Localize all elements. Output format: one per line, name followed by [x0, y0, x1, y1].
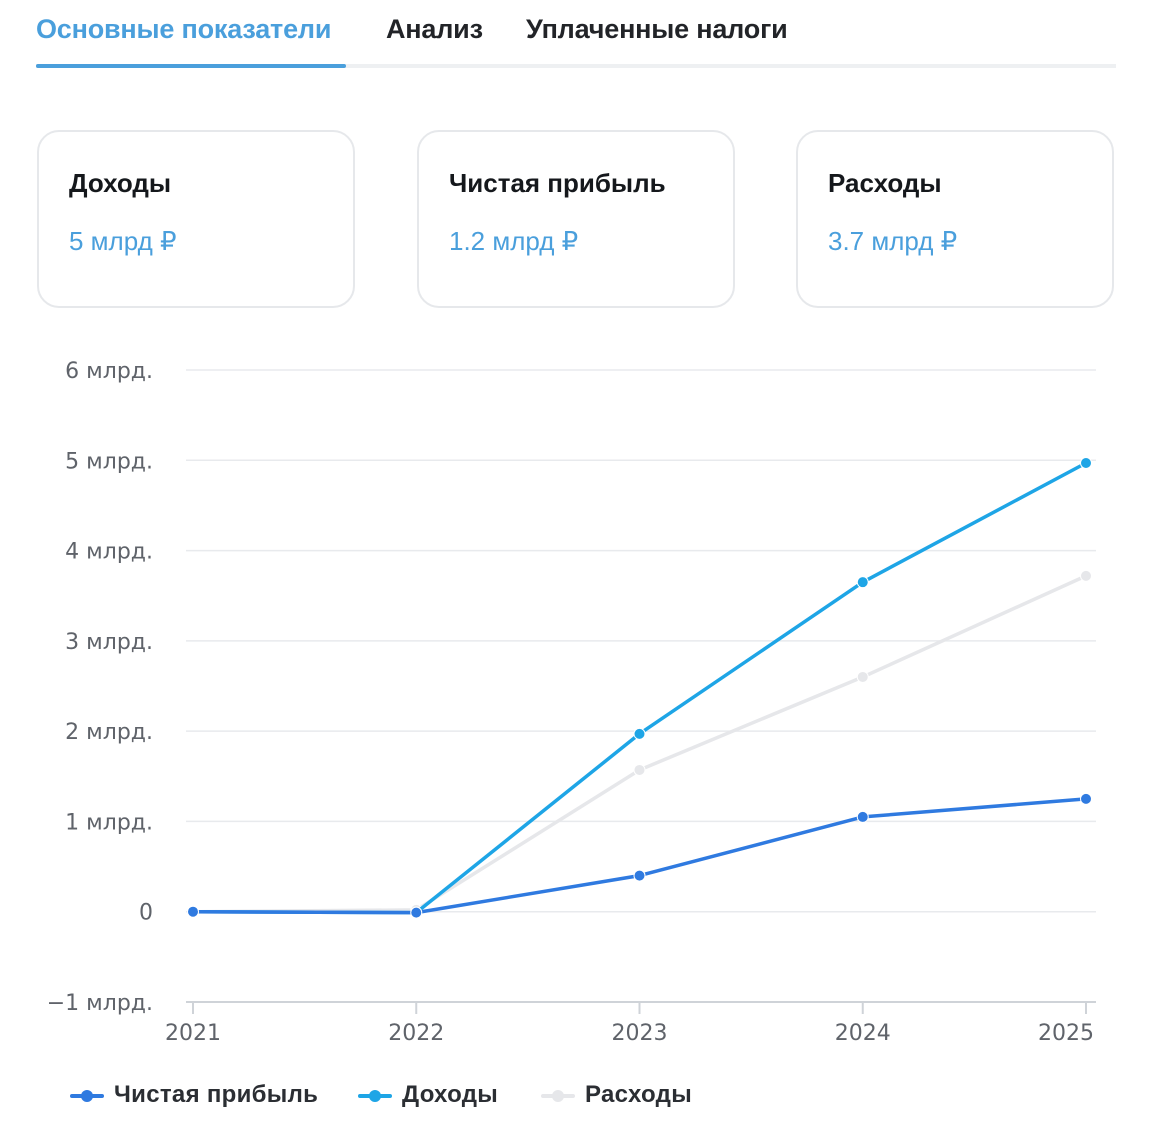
series-line-expenses [191, 574, 1088, 914]
income-card: Доходы 5 млрд ₽ [37, 130, 355, 308]
series-point-income-2 [633, 727, 646, 740]
series-point-net-profit-3 [856, 810, 869, 823]
series-line-income [191, 461, 1088, 915]
legend-dot-net-profit [81, 1090, 93, 1102]
y-tick-label-3: 3 млрд. [65, 630, 153, 655]
series-point-expenses-3 [856, 670, 869, 683]
x-tick-label-3: 2024 [835, 1021, 891, 1046]
net-profit-card-value: 1.2 млрд ₽ [449, 226, 579, 256]
y-tick-label-1: 5 млрд. [65, 449, 153, 474]
series-point-net-profit-1 [410, 906, 423, 919]
net-profit-card: Чистая прибыль 1.2 млрд ₽ [417, 130, 735, 308]
y-tick-label-0: 6 млрд. [65, 359, 153, 384]
x-tick-label-1: 2022 [388, 1021, 444, 1046]
expenses-card-value: 3.7 млрд ₽ [828, 226, 958, 256]
x-tick-label-2: 2023 [612, 1021, 668, 1046]
chart-series [187, 456, 1092, 919]
x-axis-ticks: 2021 2022 2023 2024 2025 [165, 1002, 1094, 1046]
series-point-income-4 [1080, 456, 1092, 469]
financial-line-chart: 6 млрд. 5 млрд. 4 млрд. 3 млрд. 2 млрд. 1 млр… [47, 359, 1096, 1046]
x-tick-label-0: 2021 [165, 1021, 221, 1046]
series-point-expenses-2 [633, 763, 646, 776]
legend-label-net-profit: Чистая прибыль [114, 1081, 319, 1108]
legend-label-income: Доходы [402, 1081, 499, 1108]
y-tick-label-4: 2 млрд. [65, 720, 153, 745]
y-tick-label-5: 1 млрд. [65, 810, 153, 835]
tab-bar: Основные показатели Анализ Уплаченные на… [36, 0, 1116, 68]
tab-main-indicators[interactable]: Основные показатели [36, 14, 332, 44]
x-tick-label-4: 2025 [1038, 1021, 1094, 1046]
income-card-label: Доходы [69, 168, 172, 198]
y-tick-label-2: 4 млрд. [65, 540, 153, 565]
legend-label-expenses: Расходы [585, 1081, 692, 1108]
series-line-net-profit [191, 797, 1088, 915]
series-point-expenses-4 [1080, 569, 1092, 582]
active-tab-indicator [36, 64, 346, 68]
y-axis-ticks: 6 млрд. 5 млрд. 4 млрд. 3 млрд. 2 млрд. 1 млр… [47, 359, 153, 1016]
expenses-card-label: Расходы [828, 168, 942, 198]
series-point-income-3 [856, 576, 869, 589]
legend-dot-income [369, 1090, 381, 1102]
series-point-net-profit-2 [633, 869, 646, 882]
series-point-net-profit-4 [1080, 792, 1092, 805]
expenses-card: Расходы 3.7 млрд ₽ [796, 130, 1114, 308]
tab-paid-taxes[interactable]: Уплаченные налоги [526, 14, 788, 44]
series-point-net-profit-0 [187, 905, 199, 918]
chart-grid [186, 369, 1096, 1003]
legend-dot-expenses [552, 1090, 564, 1102]
tab-analysis[interactable]: Анализ [386, 14, 483, 44]
y-tick-label-7: −1 млрд. [47, 991, 153, 1016]
y-tick-label-6: 0 [139, 901, 153, 926]
income-card-value: 5 млрд ₽ [69, 226, 177, 256]
net-profit-card-label: Чистая прибыль [449, 168, 666, 198]
